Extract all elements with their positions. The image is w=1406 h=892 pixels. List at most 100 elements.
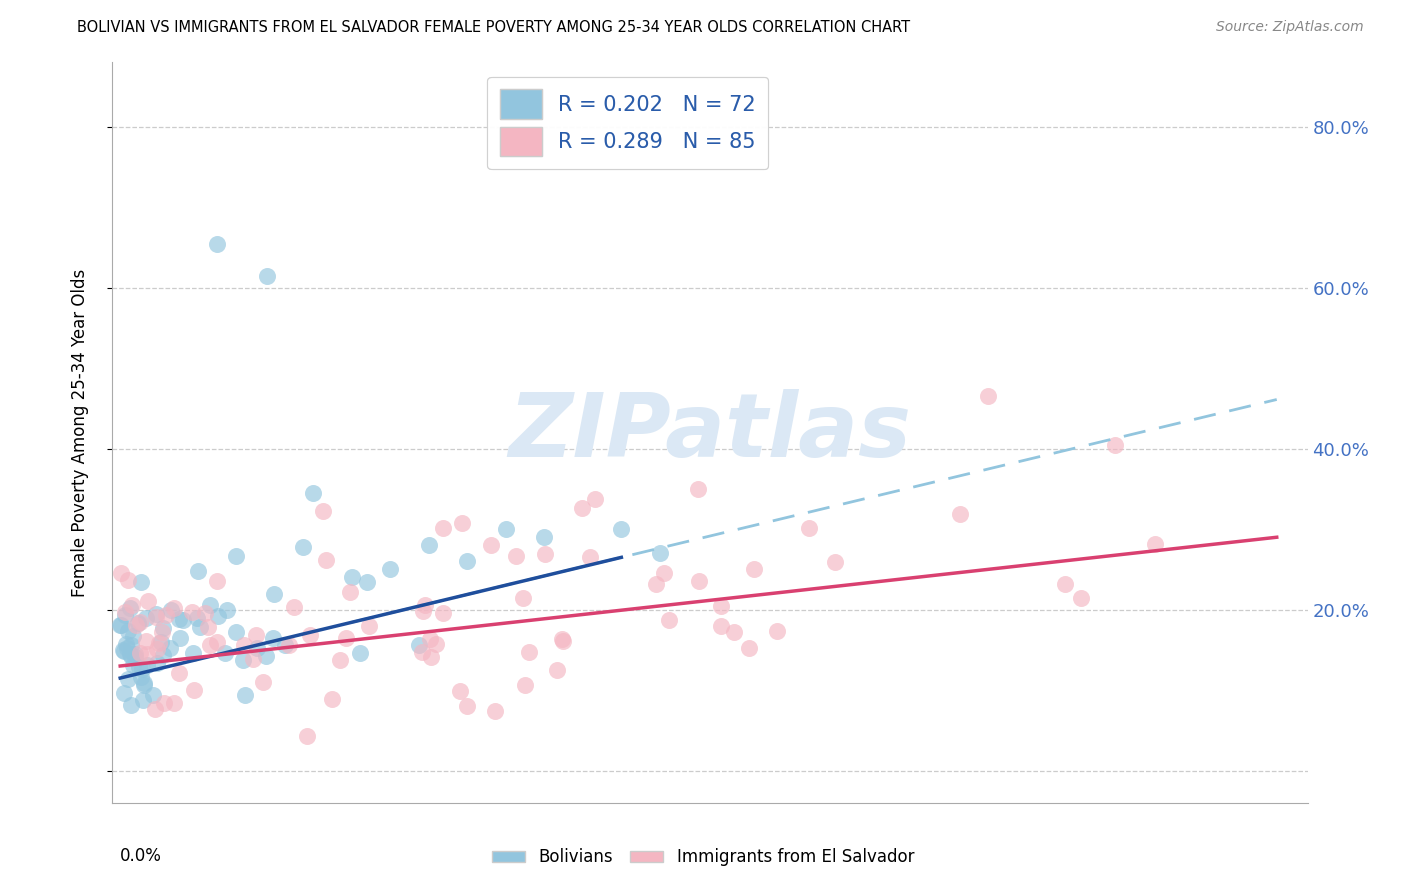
Point — [252, 675, 274, 690]
Point — [766, 624, 789, 639]
Point — [1104, 438, 1126, 452]
Point — [163, 600, 186, 615]
Point — [512, 591, 534, 605]
Point — [194, 607, 217, 621]
Point — [738, 641, 761, 656]
Point — [169, 632, 191, 646]
Point — [610, 522, 633, 536]
Point — [517, 645, 540, 659]
Point — [432, 521, 454, 535]
Point — [654, 566, 676, 580]
Point — [150, 625, 173, 640]
Point — [198, 598, 221, 612]
Point — [420, 649, 443, 664]
Point — [225, 549, 247, 563]
Point — [425, 637, 447, 651]
Point — [335, 631, 357, 645]
Point — [315, 553, 337, 567]
Point — [359, 619, 381, 633]
Point — [117, 673, 139, 687]
Point — [976, 389, 998, 403]
Point — [456, 554, 478, 568]
Text: BOLIVIAN VS IMMIGRANTS FROM EL SALVADOR FEMALE POVERTY AMONG 25-34 YEAR OLDS COR: BOLIVIAN VS IMMIGRANTS FROM EL SALVADOR … — [77, 20, 911, 35]
Point — [112, 686, 135, 700]
Point — [419, 632, 441, 646]
Point — [533, 530, 555, 544]
Point — [188, 620, 211, 634]
Point — [339, 584, 361, 599]
Point — [135, 657, 157, 672]
Point — [456, 699, 478, 714]
Point — [115, 637, 138, 651]
Point — [205, 236, 228, 251]
Point — [513, 678, 536, 692]
Point — [122, 629, 145, 643]
Point — [824, 555, 846, 569]
Point — [949, 507, 972, 521]
Point — [121, 658, 143, 673]
Point — [120, 698, 142, 712]
Point — [145, 607, 167, 621]
Point — [321, 692, 343, 706]
Text: 0.0%: 0.0% — [120, 847, 162, 865]
Point — [120, 638, 142, 652]
Point — [120, 601, 142, 615]
Point — [120, 648, 142, 663]
Point — [273, 638, 295, 652]
Point — [505, 549, 527, 563]
Point — [1053, 576, 1076, 591]
Point — [534, 547, 557, 561]
Point — [340, 570, 363, 584]
Point — [723, 624, 745, 639]
Point — [292, 541, 315, 555]
Point — [110, 566, 132, 580]
Point — [479, 538, 502, 552]
Point — [114, 606, 136, 620]
Point — [142, 688, 165, 702]
Point — [129, 574, 152, 589]
Point — [136, 594, 159, 608]
Point — [263, 586, 285, 600]
Point — [121, 598, 143, 612]
Point — [413, 598, 436, 612]
Point — [648, 546, 671, 560]
Point — [205, 574, 228, 589]
Point — [153, 696, 176, 710]
Point — [254, 648, 277, 663]
Point — [207, 608, 229, 623]
Point — [163, 696, 186, 710]
Point — [129, 615, 152, 630]
Point — [124, 647, 146, 661]
Point — [312, 504, 335, 518]
Point — [418, 538, 440, 552]
Point — [159, 641, 181, 656]
Point — [356, 575, 378, 590]
Point — [149, 634, 172, 648]
Point — [183, 682, 205, 697]
Point — [117, 624, 139, 638]
Point — [146, 641, 169, 656]
Point — [132, 692, 155, 706]
Point — [451, 516, 474, 530]
Point — [172, 613, 194, 627]
Point — [412, 604, 434, 618]
Point — [242, 652, 264, 666]
Point — [256, 268, 278, 283]
Point — [658, 613, 681, 627]
Point — [246, 640, 269, 655]
Point — [551, 632, 574, 646]
Text: Source: ZipAtlas.com: Source: ZipAtlas.com — [1216, 20, 1364, 34]
Point — [349, 647, 371, 661]
Point — [186, 611, 208, 625]
Y-axis label: Female Poverty Among 25-34 Year Olds: Female Poverty Among 25-34 Year Olds — [70, 268, 89, 597]
Point — [495, 522, 517, 536]
Point — [295, 729, 318, 743]
Legend: R = 0.202   N = 72, R = 0.289   N = 85: R = 0.202 N = 72, R = 0.289 N = 85 — [488, 77, 768, 169]
Point — [449, 684, 471, 698]
Point — [329, 653, 352, 667]
Point — [1070, 591, 1092, 606]
Point — [198, 638, 221, 652]
Point — [129, 646, 152, 660]
Point — [152, 648, 174, 662]
Point — [644, 576, 666, 591]
